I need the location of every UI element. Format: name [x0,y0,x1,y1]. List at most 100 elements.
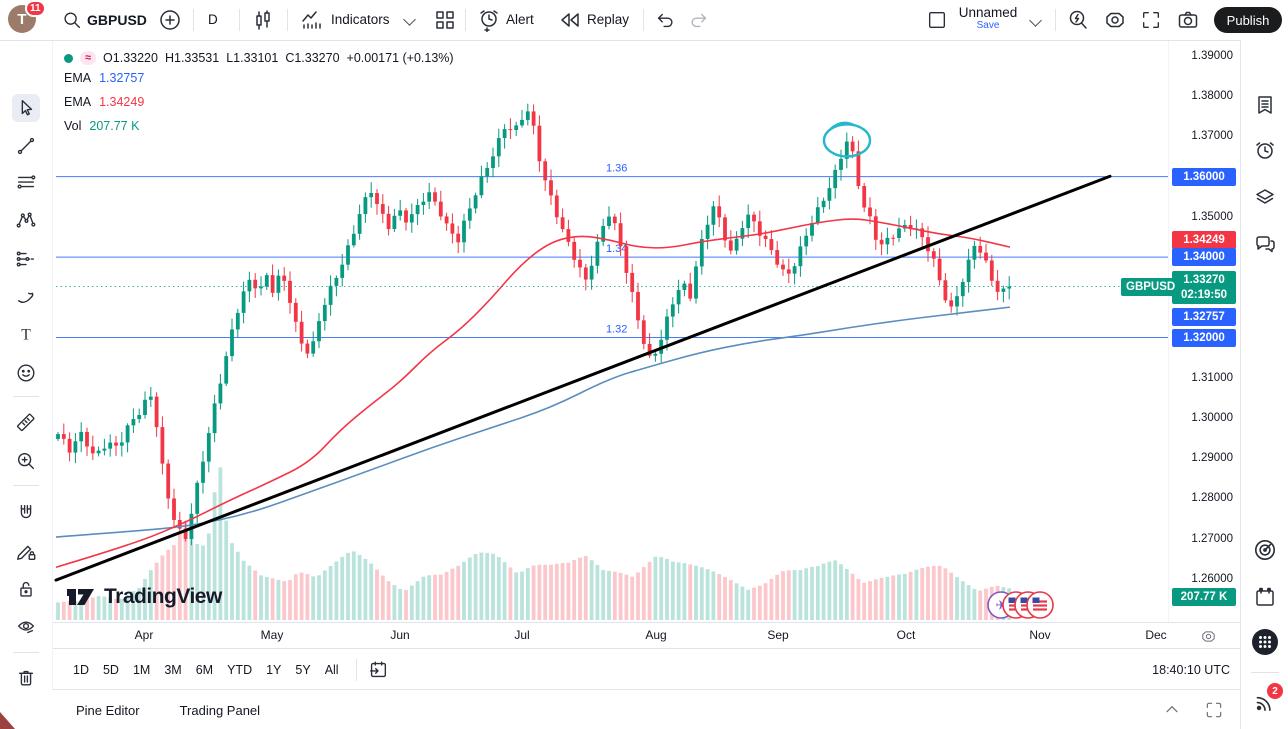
price-axis[interactable]: 1.33270 02:19:50 1.39000 1.38000 1.37000 1.… [1168,40,1241,622]
remove-drawings-trash-tool[interactable] [12,663,40,691]
range-button-1m[interactable]: 1M [132,662,151,677]
compare-add-icon[interactable] [158,8,182,32]
save-layout-button[interactable]: Save [976,20,1000,31]
notifications-count-badge: 2 [1267,683,1283,699]
ema-indicator-row[interactable]: EMA 1.32757 [64,66,454,90]
time-axis-month: Aug [645,628,667,642]
alert-clock-icon[interactable] [477,8,501,32]
symbol-search-button[interactable]: GBPUSD [87,12,147,28]
time-axis[interactable]: Apr May Jun Jul Aug Sep Oct Nov Dec [52,622,1240,649]
range-button-1y[interactable]: 1Y [266,662,282,677]
brush-tool[interactable] [12,283,40,311]
axis-settings-gear-icon[interactable] [1198,626,1218,646]
replay-icon[interactable] [558,8,582,32]
price-tick: 1.29000 [1191,452,1233,465]
text-tool[interactable]: T [12,321,40,349]
chart-style-icon[interactable] [251,8,275,32]
drawing-toolbar: T [0,40,53,690]
price-tick: 1.27000 [1191,532,1233,545]
price-level-badge: 1.36000 [1172,167,1236,186]
screenshot-camera-icon[interactable] [1176,8,1200,32]
undo-icon[interactable] [654,9,676,31]
quick-search-icon[interactable] [1066,8,1090,32]
calendar-icon[interactable] [1251,583,1279,611]
chart-legend: ≈ O1.33220 H1.33531 L1.33101 C1.33270 +0… [64,50,454,138]
alerts-panel-icon[interactable] [1251,137,1279,165]
object-tree-layers-icon[interactable] [1251,183,1279,211]
magnet-tool[interactable] [12,499,40,527]
drawing-mode-lock-tool[interactable] [12,537,40,565]
time-axis-month: Apr [134,628,154,642]
time-axis-month: May [260,628,284,642]
divider [13,652,39,653]
zoom-in-tool[interactable] [12,447,40,475]
watchlist-icon[interactable] [1251,91,1279,119]
svg-text:T: T [21,327,31,344]
volume-indicator-row[interactable]: Vol 207.77 K [64,114,454,138]
fullscreen-icon[interactable] [1140,9,1162,31]
apps-grid-icon[interactable] [1251,628,1279,656]
divider [287,9,288,31]
price-tick: 1.30000 [1191,412,1233,424]
screener-gauge-icon[interactable] [1251,536,1279,564]
cursor-tool[interactable] [12,94,40,122]
right-sidebar: 2 [1240,40,1288,729]
notifications-icon[interactable] [1251,688,1279,716]
position-tool[interactable] [12,245,40,273]
svg-text:1.34: 1.34 [606,243,627,255]
alert-button[interactable]: Alert [506,12,534,27]
svg-text:1.32: 1.32 [606,324,627,336]
price-level-badge: 1.32000 [1172,328,1236,347]
fib-lines-tool[interactable] [12,168,40,196]
indicators-icon[interactable] [299,8,325,32]
tab-pine-editor[interactable]: Pine Editor [76,702,140,718]
divider [193,9,194,31]
range-button-6m[interactable]: 6M [195,662,214,677]
price-chart[interactable]: 1.36 1.34 1.32 ✈ [0,0,1240,648]
indicators-button[interactable]: Indicators [331,12,390,27]
go-to-date-icon[interactable] [367,659,389,681]
divider [1055,9,1056,31]
high-value: H1.33531 [164,51,220,65]
screen-corner-artifact [0,712,15,729]
replay-button[interactable]: Replay [587,12,630,27]
price-tick: 1.38000 [1191,90,1233,103]
range-button-3m[interactable]: 3M [164,662,182,677]
layout-select-icon[interactable] [926,9,948,31]
price-tick: 1.26000 [1191,572,1233,585]
range-button-5y[interactable]: 5Y [295,662,311,677]
layout-name-button[interactable]: Unnamed Save [952,5,1024,31]
measure-ruler-tool[interactable] [12,409,40,437]
pattern-xabcd-tool[interactable] [12,206,40,234]
publish-button[interactable]: Publish [1214,7,1282,33]
range-button-1d[interactable]: 1D [73,662,89,677]
redo-icon[interactable] [688,9,710,31]
range-button-ytd[interactable]: YTD [227,662,253,677]
chevron-down-icon[interactable] [1029,14,1042,27]
hide-drawings-tool[interactable] [12,613,40,641]
emoji-tool[interactable] [12,359,40,387]
indicator-value: 1.34249 [99,95,145,109]
indicator-label: EMA [64,95,92,109]
price-tick: 1.31000 [1191,371,1233,384]
price-tick: 1.28000 [1191,492,1233,505]
templates-grid-icon[interactable] [433,8,457,32]
symbol-search-icon[interactable] [61,9,83,31]
time-axis-month: Jul [514,628,530,642]
chevron-down-icon[interactable] [403,13,416,26]
panel-maximize-icon[interactable] [1204,700,1224,720]
range-button-5d[interactable]: 5D [102,662,119,677]
market-status-dot [64,53,73,63]
settings-gear-icon[interactable] [1103,8,1127,32]
time-axis-month: Sep [767,628,789,642]
ohlc-row[interactable]: ≈ O1.33220 H1.33531 L1.33101 C1.33270 +0… [64,50,454,66]
chats-icon[interactable] [1251,230,1279,258]
range-button-all[interactable]: All [324,662,339,677]
lock-all-drawings-tool[interactable] [12,575,40,603]
trendline-tool[interactable] [12,132,40,160]
tab-trading-panel[interactable]: Trading Panel [179,702,261,718]
clock-utc[interactable]: 18:40:10 UTC [1152,662,1230,677]
panel-expand-chevron-icon[interactable] [1162,700,1182,720]
interval-button[interactable]: D [208,12,218,27]
ema-indicator-row[interactable]: EMA 1.34249 [64,90,454,114]
